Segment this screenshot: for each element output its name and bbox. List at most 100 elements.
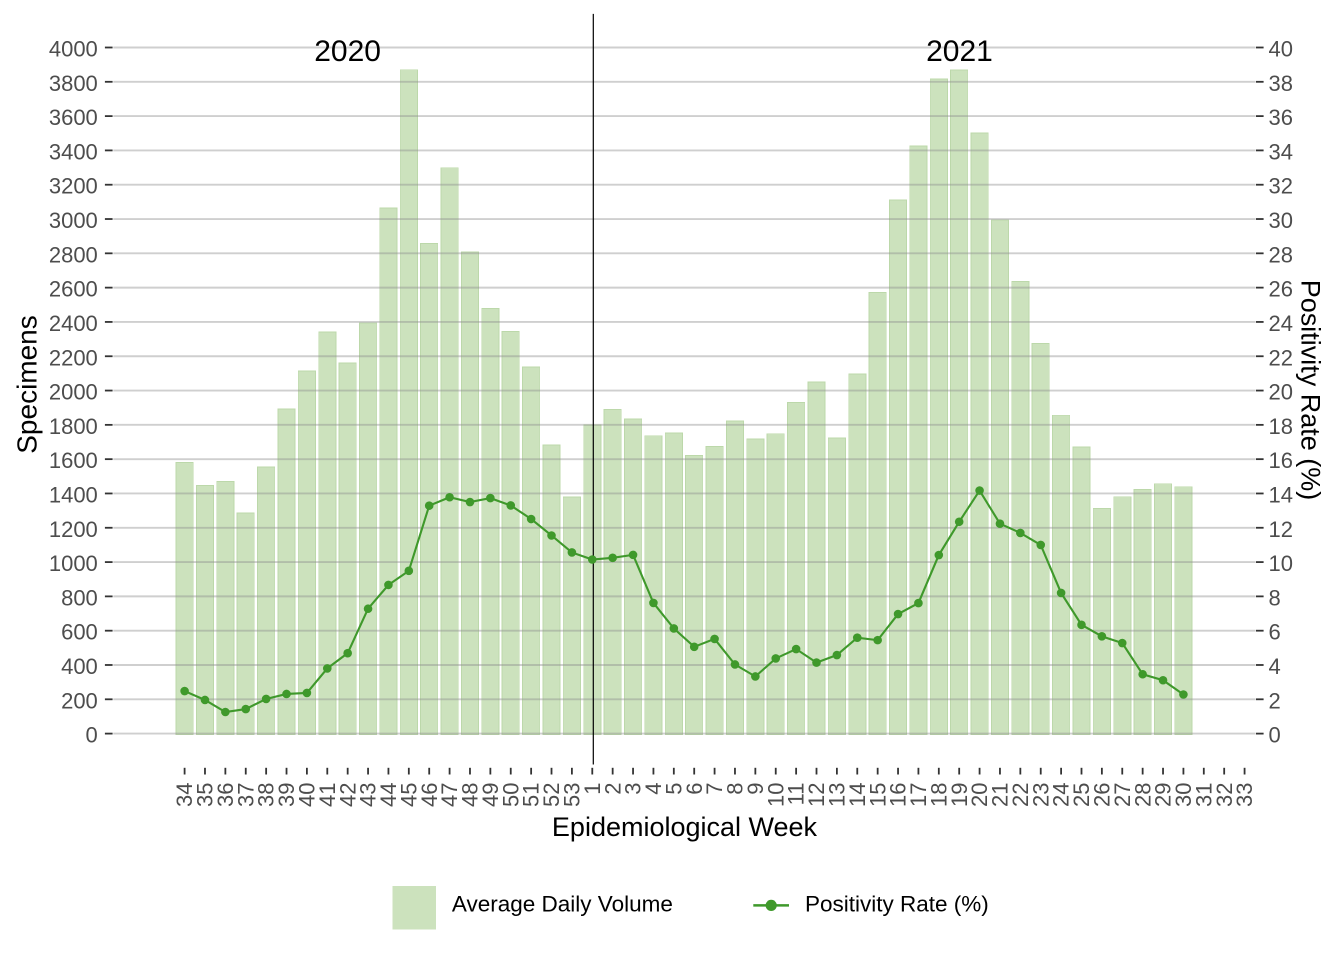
svg-text:2021: 2021 <box>926 35 993 68</box>
svg-text:8: 8 <box>1269 585 1281 610</box>
svg-text:4000: 4000 <box>49 37 98 62</box>
svg-text:3000: 3000 <box>49 208 98 233</box>
svg-text:27: 27 <box>1110 783 1135 807</box>
svg-text:2: 2 <box>600 783 625 795</box>
svg-text:37: 37 <box>233 783 258 807</box>
svg-text:9: 9 <box>743 783 768 795</box>
svg-text:50: 50 <box>498 783 523 807</box>
svg-text:7: 7 <box>702 783 727 795</box>
svg-text:32: 32 <box>1212 783 1237 807</box>
svg-text:29: 29 <box>1151 783 1176 807</box>
svg-text:21: 21 <box>988 783 1013 807</box>
svg-text:13: 13 <box>824 783 849 807</box>
svg-text:2600: 2600 <box>49 277 98 302</box>
svg-text:16: 16 <box>1269 448 1293 473</box>
svg-text:23: 23 <box>1028 783 1053 807</box>
svg-text:40: 40 <box>1269 37 1293 62</box>
svg-text:0: 0 <box>86 723 98 748</box>
svg-text:48: 48 <box>458 783 483 807</box>
svg-text:6: 6 <box>1269 620 1281 645</box>
svg-text:35: 35 <box>193 783 218 807</box>
svg-text:33: 33 <box>1232 783 1257 807</box>
svg-text:6: 6 <box>682 783 707 795</box>
svg-text:3400: 3400 <box>49 139 98 164</box>
svg-text:17: 17 <box>906 783 931 807</box>
svg-text:34: 34 <box>1269 139 1293 164</box>
svg-text:3: 3 <box>621 783 646 795</box>
svg-text:600: 600 <box>61 620 98 645</box>
svg-text:1: 1 <box>580 783 605 795</box>
svg-text:2000: 2000 <box>49 380 98 405</box>
svg-text:2800: 2800 <box>49 242 98 267</box>
svg-text:1800: 1800 <box>49 414 98 439</box>
svg-text:19: 19 <box>947 783 972 807</box>
svg-text:26: 26 <box>1089 783 1114 807</box>
svg-text:10: 10 <box>1269 551 1293 576</box>
svg-text:14: 14 <box>845 783 870 807</box>
svg-text:26: 26 <box>1269 277 1293 302</box>
svg-text:20: 20 <box>1269 380 1293 405</box>
svg-text:5: 5 <box>661 783 686 795</box>
svg-text:1400: 1400 <box>49 482 98 507</box>
svg-text:1200: 1200 <box>49 517 98 542</box>
svg-text:31: 31 <box>1191 783 1216 807</box>
svg-text:36: 36 <box>213 783 238 807</box>
svg-text:39: 39 <box>274 783 299 807</box>
svg-text:32: 32 <box>1269 174 1293 199</box>
svg-text:28: 28 <box>1130 783 1155 807</box>
svg-text:28: 28 <box>1269 242 1293 267</box>
svg-text:12: 12 <box>1269 517 1293 542</box>
svg-text:800: 800 <box>61 585 98 610</box>
svg-text:4: 4 <box>1269 654 1281 679</box>
svg-text:400: 400 <box>61 654 98 679</box>
svg-text:36: 36 <box>1269 105 1293 130</box>
svg-text:51: 51 <box>519 783 544 807</box>
svg-text:22: 22 <box>1269 345 1293 370</box>
svg-text:18: 18 <box>1269 414 1293 439</box>
svg-text:2400: 2400 <box>49 311 98 336</box>
svg-text:3600: 3600 <box>49 105 98 130</box>
svg-text:2: 2 <box>1269 688 1281 713</box>
svg-text:4: 4 <box>641 783 666 795</box>
svg-text:3800: 3800 <box>49 71 98 96</box>
svg-text:24: 24 <box>1269 311 1293 336</box>
svg-text:Positivity Rate (%): Positivity Rate (%) <box>1296 280 1326 501</box>
svg-text:43: 43 <box>356 783 381 807</box>
svg-text:18: 18 <box>926 783 951 807</box>
svg-text:Positivity Rate (%): Positivity Rate (%) <box>805 892 989 917</box>
svg-text:2020: 2020 <box>314 35 381 68</box>
svg-text:2200: 2200 <box>49 345 98 370</box>
svg-text:30: 30 <box>1269 208 1293 233</box>
svg-text:22: 22 <box>1008 783 1033 807</box>
svg-text:38: 38 <box>1269 71 1293 96</box>
svg-text:53: 53 <box>560 783 585 807</box>
svg-text:16: 16 <box>886 783 911 807</box>
svg-text:25: 25 <box>1069 783 1094 807</box>
svg-text:200: 200 <box>61 688 98 713</box>
svg-text:20: 20 <box>967 783 992 807</box>
svg-text:1600: 1600 <box>49 448 98 473</box>
svg-text:41: 41 <box>315 783 340 807</box>
svg-text:Specimens: Specimens <box>12 315 43 454</box>
svg-text:24: 24 <box>1049 783 1074 807</box>
svg-text:14: 14 <box>1269 482 1293 507</box>
svg-text:8: 8 <box>723 783 748 795</box>
svg-text:11: 11 <box>784 783 809 806</box>
svg-text:0: 0 <box>1269 723 1281 748</box>
svg-text:46: 46 <box>417 783 442 807</box>
svg-text:44: 44 <box>376 783 401 807</box>
svg-text:30: 30 <box>1171 783 1196 807</box>
svg-text:Epidemiological Week: Epidemiological Week <box>552 812 818 842</box>
svg-text:49: 49 <box>478 783 503 807</box>
svg-text:38: 38 <box>254 783 279 807</box>
svg-text:34: 34 <box>172 783 197 807</box>
svg-text:1000: 1000 <box>49 551 98 576</box>
svg-text:52: 52 <box>539 783 564 807</box>
svg-text:15: 15 <box>865 783 890 807</box>
svg-text:3200: 3200 <box>49 174 98 199</box>
svg-text:12: 12 <box>804 783 829 807</box>
svg-text:47: 47 <box>437 783 462 807</box>
svg-text:40: 40 <box>295 783 320 807</box>
svg-text:10: 10 <box>763 783 788 807</box>
svg-text:42: 42 <box>335 783 360 807</box>
